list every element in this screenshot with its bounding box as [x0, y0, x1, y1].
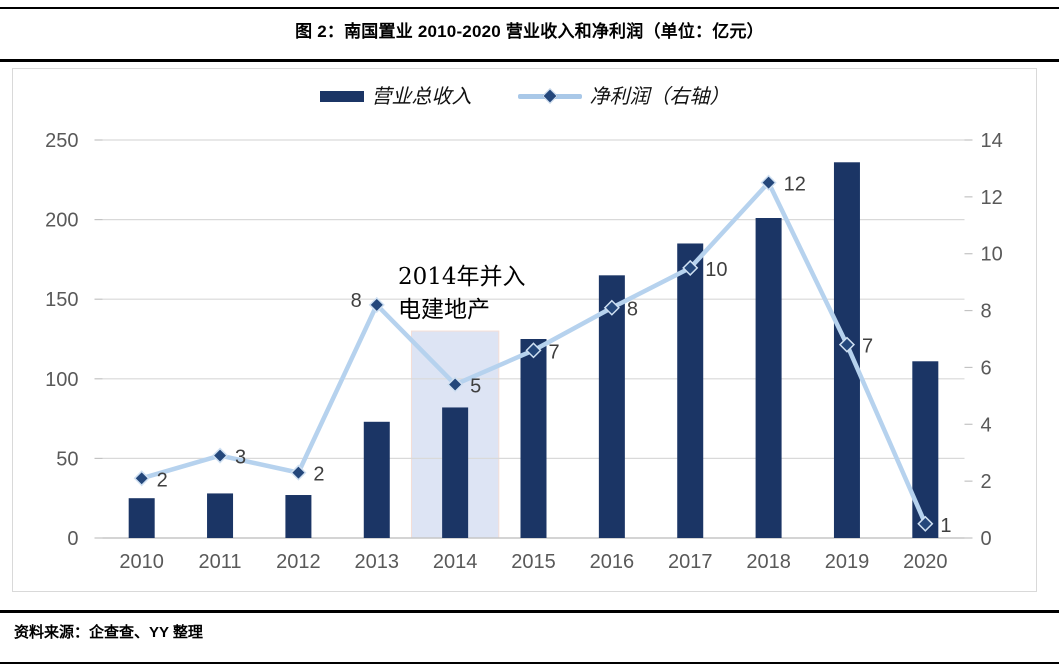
revenue-bar-2014 [442, 407, 469, 538]
source-note: 资料来源：企查查、YY 整理 [14, 624, 203, 641]
title-divider [0, 59, 1059, 62]
net-profit-data-label: 10 [705, 259, 727, 281]
revenue-bar-2013 [363, 421, 390, 538]
net-profit-marker-2019 [838, 336, 856, 353]
right-axis-tick-label: 4 [981, 414, 992, 436]
legend-label-profit: 净利润（右轴） [589, 84, 730, 108]
x-axis-label-2011: 2011 [199, 551, 242, 573]
net-profit-data-label: 2 [157, 469, 168, 491]
chart-frame: 营业总收入 净利润（右轴） 0 50 100 150 200 250 0 2 4 6 8 10 12 14… [12, 68, 1037, 592]
net-profit-marker-2015 [525, 342, 542, 359]
x-axis-label-2012: 2012 [276, 551, 321, 573]
revenue-bar-2015 [520, 339, 547, 538]
left-axis-tick-label: 200 [45, 210, 78, 232]
legend-item-profit: 净利润（右轴） [517, 84, 730, 108]
x-axis-label-2020: 2020 [903, 551, 948, 573]
x-axis-label-2010: 2010 [119, 551, 164, 573]
net-profit-marker-2013 [368, 296, 385, 313]
right-axis-tick-label: 0 [981, 528, 992, 550]
x-axis-label-2015: 2015 [511, 551, 556, 573]
line-swatch-icon [517, 88, 582, 104]
x-axis-label-2019: 2019 [825, 551, 870, 573]
net-profit-data-label: 8 [351, 290, 362, 312]
net-profit-marker-2014 [447, 376, 464, 393]
net-profit-data-label: 7 [862, 336, 873, 358]
revenue-bar-2016 [598, 275, 625, 538]
x-axis-label-2017: 2017 [668, 551, 713, 573]
net-profit-data-label: 8 [627, 299, 638, 321]
left-axis-tick-label: 50 [56, 448, 78, 470]
net-profit-marker-2018 [760, 174, 777, 191]
legend-label-revenue: 营业总收入 [371, 84, 472, 108]
revenue-bar-2020 [912, 361, 939, 538]
legend-item-revenue: 营业总收入 [319, 84, 472, 108]
left-axis-tick-label: 150 [45, 289, 78, 311]
net-profit-marker-2016 [603, 299, 620, 316]
revenue-bar-2018 [755, 218, 782, 538]
net-profit-marker-2011 [211, 447, 229, 464]
net-profit-data-label: 1 [940, 515, 951, 537]
right-axis-tick-label: 12 [981, 187, 1003, 209]
net-profit-marker-2017 [682, 259, 699, 276]
x-axis-label-2013: 2013 [355, 551, 400, 573]
x-axis-label-2016: 2016 [590, 551, 635, 573]
revenue-bar-2011 [207, 493, 234, 538]
net-profit-data-label: 3 [235, 447, 246, 469]
x-axis-label-2018: 2018 [746, 551, 791, 573]
x-axis-label-2014: 2014 [433, 551, 478, 573]
right-axis-tick-label: 10 [981, 244, 1003, 266]
right-axis-tick-label: 2 [981, 471, 992, 493]
net-profit-data-label: 5 [470, 375, 481, 397]
left-axis-tick-label: 100 [45, 369, 78, 391]
footer-divider [0, 610, 1059, 613]
net-profit-data-label: 2 [313, 464, 324, 486]
net-profit-marker-2010 [133, 470, 150, 487]
left-axis-tick-label: 0 [67, 528, 78, 550]
bottom-divider [0, 662, 1059, 664]
net-profit-data-label: 7 [549, 341, 560, 363]
diamond-marker-icon [541, 88, 558, 104]
figure-title: 图 2：南国置业 2010-2020 营业收入和净利润（单位：亿元） [295, 22, 764, 41]
left-axis-tick-label: 250 [45, 130, 78, 152]
top-divider [0, 7, 1059, 9]
right-axis-tick-label: 8 [981, 301, 992, 323]
chart-legend: 营业总收入 净利润（右轴） [13, 86, 1036, 106]
net-profit-marker-2020 [917, 515, 934, 532]
right-axis-tick-label: 6 [981, 357, 992, 379]
right-axis-tick-label: 14 [981, 130, 1003, 152]
net-profit-marker-2012 [290, 464, 307, 481]
revenue-bar-2010 [128, 498, 155, 538]
combo-chart-plot: 0 50 100 150 200 250 0 2 4 6 8 10 12 14 2 3 2 8 5 7 8 10 12 7 1 2… [45, 130, 1003, 573]
revenue-bar-2017 [677, 243, 704, 539]
net-profit-data-label: 12 [784, 174, 806, 196]
bar-swatch-icon [319, 90, 364, 102]
revenue-bar-2012 [285, 495, 312, 538]
